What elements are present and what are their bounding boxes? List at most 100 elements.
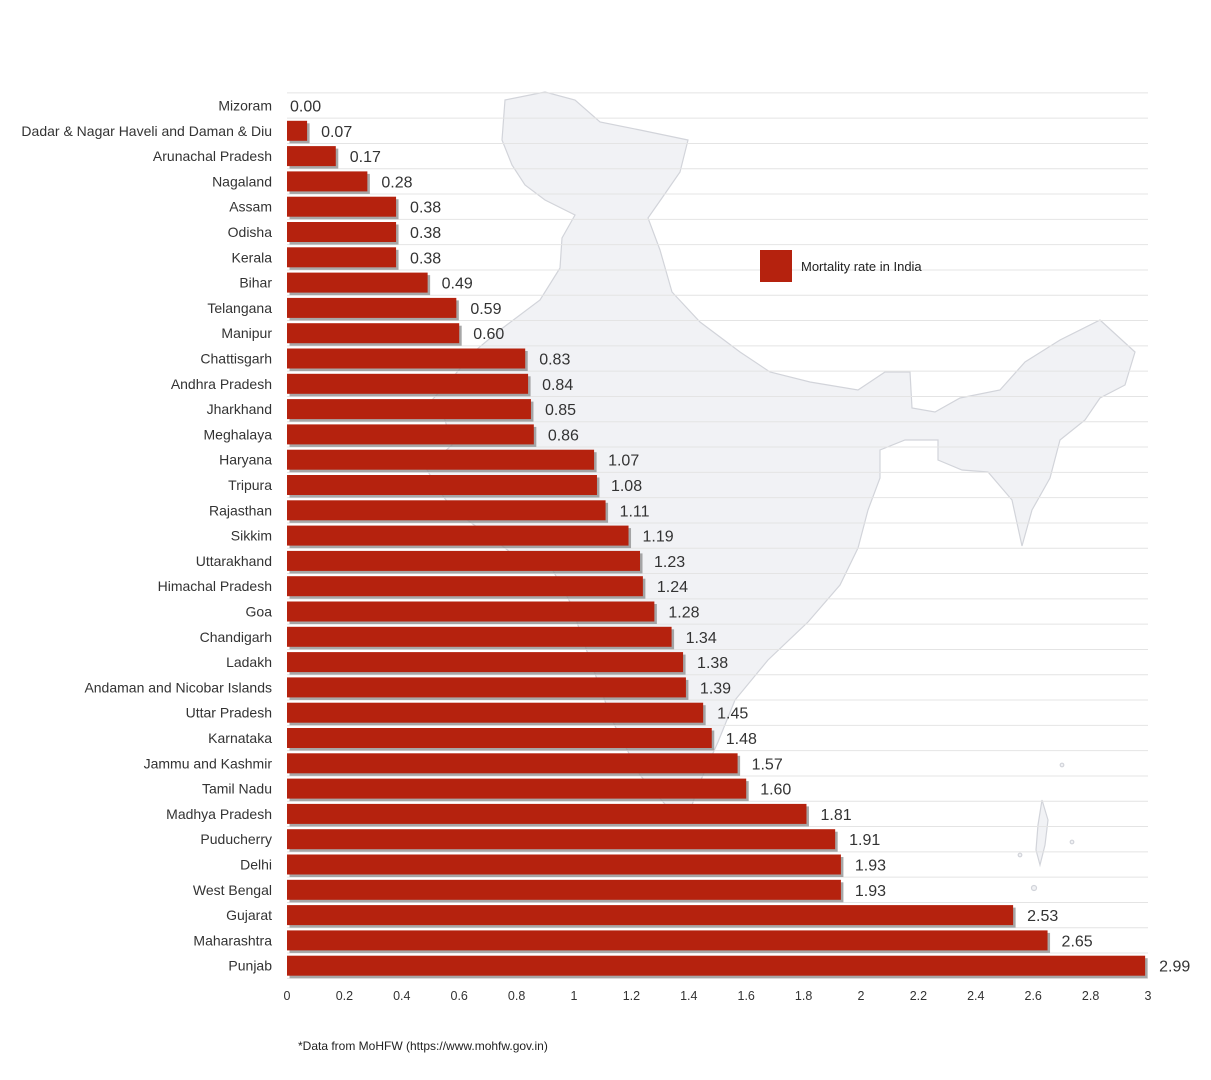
category-label: Mizoram bbox=[218, 98, 272, 114]
value-label: 1.45 bbox=[717, 706, 748, 723]
bar bbox=[287, 222, 397, 242]
value-label: 0.38 bbox=[410, 200, 441, 217]
category-label: Odisha bbox=[228, 224, 273, 240]
x-tick-label: 2 bbox=[858, 989, 865, 1003]
island-dot bbox=[1069, 839, 1075, 845]
source-footnote: *Data from MoHFW (https://www.mohfw.gov.… bbox=[298, 1039, 548, 1053]
bar bbox=[287, 955, 1146, 976]
x-tick-label: 2.4 bbox=[967, 989, 984, 1003]
bar bbox=[287, 196, 397, 217]
category-label: Telangana bbox=[207, 300, 272, 316]
category-label: Punjab bbox=[228, 958, 272, 974]
bar bbox=[287, 146, 336, 167]
category-label: Kerala bbox=[232, 249, 273, 265]
bar bbox=[287, 778, 747, 799]
bar bbox=[287, 348, 526, 369]
bar bbox=[287, 728, 712, 748]
value-label: 1.48 bbox=[726, 731, 757, 748]
bar bbox=[287, 424, 534, 445]
category-label: Maharashtra bbox=[193, 932, 272, 948]
bar bbox=[287, 702, 704, 723]
value-label: 0.86 bbox=[548, 427, 579, 444]
value-label: 1.11 bbox=[620, 503, 650, 520]
x-tick-label: 0.6 bbox=[451, 989, 468, 1003]
bar bbox=[287, 753, 738, 774]
category-label: Gujarat bbox=[226, 907, 272, 923]
value-label: 0.85 bbox=[545, 402, 576, 419]
value-label: 2.99 bbox=[1159, 959, 1190, 976]
value-label: 1.91 bbox=[849, 832, 880, 849]
value-label: 1.81 bbox=[820, 807, 851, 824]
category-label: West Bengal bbox=[193, 882, 272, 898]
x-tick-label: 1.6 bbox=[738, 989, 755, 1003]
category-label: Tripura bbox=[228, 477, 272, 493]
bar bbox=[287, 930, 1048, 951]
island-dot bbox=[1059, 762, 1065, 768]
category-label: Puducherry bbox=[200, 831, 272, 847]
bar bbox=[287, 475, 597, 495]
category-label: Goa bbox=[246, 604, 273, 620]
bar bbox=[287, 323, 460, 344]
value-labels: 0.000.070.170.280.380.380.380.490.590.60… bbox=[290, 99, 1190, 976]
value-label: 1.24 bbox=[657, 579, 688, 596]
value-label: 0.00 bbox=[290, 99, 321, 116]
category-label: Manipur bbox=[221, 325, 272, 341]
category-label: Delhi bbox=[240, 857, 272, 873]
bar bbox=[287, 854, 841, 875]
value-label: 0.38 bbox=[410, 250, 441, 267]
x-tick-label: 0.4 bbox=[393, 989, 410, 1003]
x-tick-label: 2.6 bbox=[1025, 989, 1042, 1003]
bar bbox=[287, 120, 308, 141]
category-label: Bihar bbox=[239, 275, 272, 291]
category-label: Madhya Pradesh bbox=[166, 806, 272, 822]
bar bbox=[287, 550, 641, 571]
category-label: Karnataka bbox=[208, 730, 272, 746]
category-label: Andaman and Nicobar Islands bbox=[84, 679, 272, 695]
bar bbox=[287, 576, 643, 597]
bar bbox=[287, 879, 841, 900]
bar bbox=[287, 652, 684, 673]
value-label: 0.17 bbox=[350, 149, 381, 166]
value-label: 0.60 bbox=[473, 326, 504, 343]
value-label: 1.57 bbox=[752, 756, 783, 773]
legend-swatch bbox=[760, 250, 792, 282]
bars bbox=[287, 120, 1148, 979]
category-label: Uttar Pradesh bbox=[186, 705, 272, 721]
x-tick-label: 1.4 bbox=[680, 989, 697, 1003]
gridlines bbox=[287, 92, 1148, 979]
bar bbox=[287, 399, 531, 420]
x-tick-label: 1 bbox=[571, 989, 578, 1003]
value-label: 1.07 bbox=[608, 453, 639, 470]
value-label: 0.83 bbox=[539, 352, 570, 369]
x-tick-label: 1.2 bbox=[623, 989, 640, 1003]
category-label: Assam bbox=[229, 199, 272, 215]
value-label: 2.53 bbox=[1027, 908, 1058, 925]
bar bbox=[287, 525, 629, 546]
category-label: Arunachal Pradesh bbox=[153, 148, 272, 164]
value-label: 0.59 bbox=[470, 301, 501, 318]
value-label: 1.93 bbox=[855, 858, 886, 875]
value-label: 1.23 bbox=[654, 554, 685, 571]
category-label: Jharkhand bbox=[207, 401, 272, 417]
value-label: 0.84 bbox=[542, 377, 573, 394]
value-label: 0.28 bbox=[381, 174, 412, 191]
category-label: Himachal Pradesh bbox=[158, 578, 272, 594]
island-dot bbox=[1030, 884, 1038, 892]
value-label: 0.49 bbox=[442, 276, 473, 293]
x-tick-label: 2.2 bbox=[910, 989, 927, 1003]
x-tick-label: 0.8 bbox=[508, 989, 525, 1003]
value-label: 1.38 bbox=[697, 655, 728, 672]
value-label: 1.60 bbox=[760, 782, 791, 799]
category-label: Andhra Pradesh bbox=[171, 376, 272, 392]
x-tick-label: 2.8 bbox=[1082, 989, 1099, 1003]
category-label: Sikkim bbox=[231, 528, 272, 544]
bar bbox=[287, 171, 368, 192]
category-labels: Mizoram Dadar & Nagar Haveli and Daman & … bbox=[21, 98, 272, 974]
value-label: 1.39 bbox=[700, 680, 731, 697]
bar bbox=[287, 373, 529, 394]
category-label: Chandigarh bbox=[200, 629, 272, 645]
category-label: Dadar & Nagar Haveli and Daman & Diu bbox=[21, 123, 272, 139]
bar bbox=[287, 626, 672, 647]
category-label: Meghalaya bbox=[204, 426, 273, 442]
category-label: Uttarakhand bbox=[196, 553, 272, 569]
